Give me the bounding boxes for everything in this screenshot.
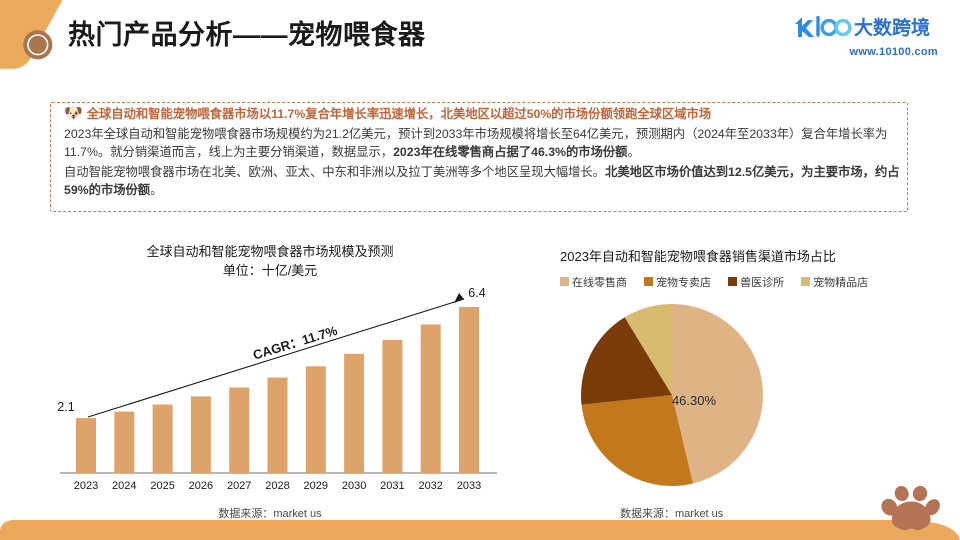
svg-text:大数跨境: 大数跨境 [854, 16, 930, 39]
